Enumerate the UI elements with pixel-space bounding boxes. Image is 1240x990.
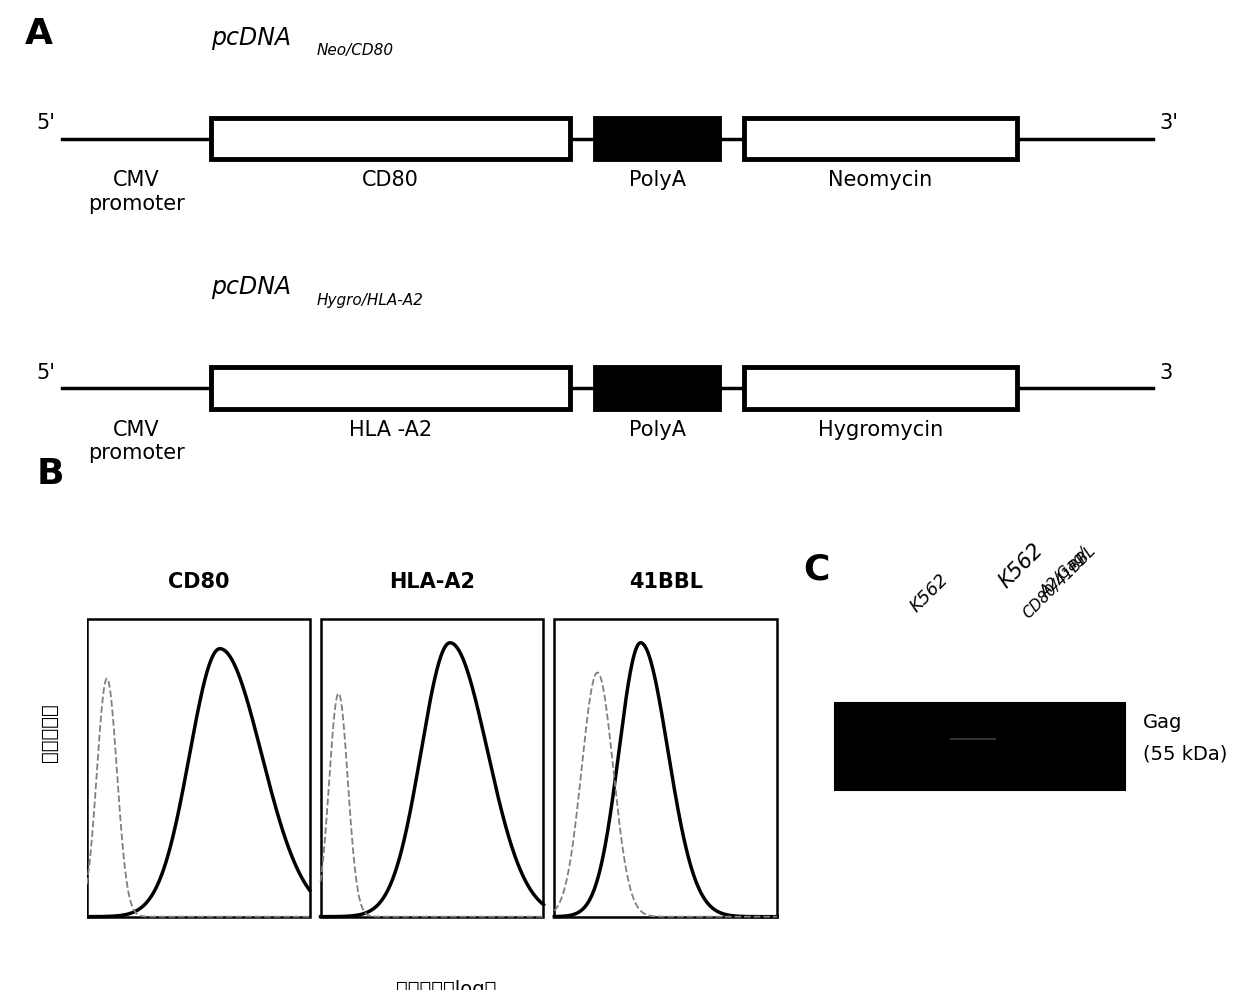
Bar [554,619,777,917]
Text: HLA-A2: HLA-A2 [389,572,475,592]
Text: CD80: CD80 [362,170,419,190]
Bar [211,118,570,159]
Bar [320,619,543,917]
Text: 荧光强度（log）: 荧光强度（log） [397,980,496,990]
Text: Neo/CD80: Neo/CD80 [316,44,393,58]
Bar [87,619,310,917]
Text: Neomycin: Neomycin [828,170,932,190]
Text: PolyA: PolyA [629,170,686,190]
Bar [595,367,719,409]
Text: pcDNA: pcDNA [211,26,291,50]
Bar [835,703,1125,790]
Text: HLA -A2: HLA -A2 [348,420,433,440]
Text: PolyA: PolyA [629,420,686,440]
Bar [744,118,1017,159]
Text: 5': 5' [37,362,56,382]
Text: CMV
promoter: CMV promoter [88,170,185,214]
Text: 3: 3 [1159,362,1173,382]
Text: A: A [25,17,53,50]
Text: 41BBL: 41BBL [629,572,703,592]
Text: pcDNA: pcDNA [211,275,291,299]
Text: A2/Gag/: A2/Gag/ [1038,546,1091,600]
Text: 3': 3' [1159,113,1178,133]
Text: CMV
promoter: CMV promoter [88,420,185,463]
Text: Gag: Gag [1143,713,1182,733]
Text: K562: K562 [996,541,1048,592]
Text: B: B [36,457,64,491]
Text: 相对细胞数: 相对细胞数 [40,703,60,762]
Bar [211,367,570,409]
Text: K562: K562 [906,570,951,616]
Text: C: C [804,552,830,586]
Bar [744,367,1017,409]
Text: CD80/41BBL: CD80/41BBL [1021,544,1099,622]
Text: Hygro/HLA-A2: Hygro/HLA-A2 [316,293,423,308]
Text: Hygromycin: Hygromycin [817,420,944,440]
Text: (55 kDa): (55 kDa) [1143,744,1228,764]
Text: 5': 5' [37,113,56,133]
Text: CD80: CD80 [167,572,229,592]
Bar [595,118,719,159]
